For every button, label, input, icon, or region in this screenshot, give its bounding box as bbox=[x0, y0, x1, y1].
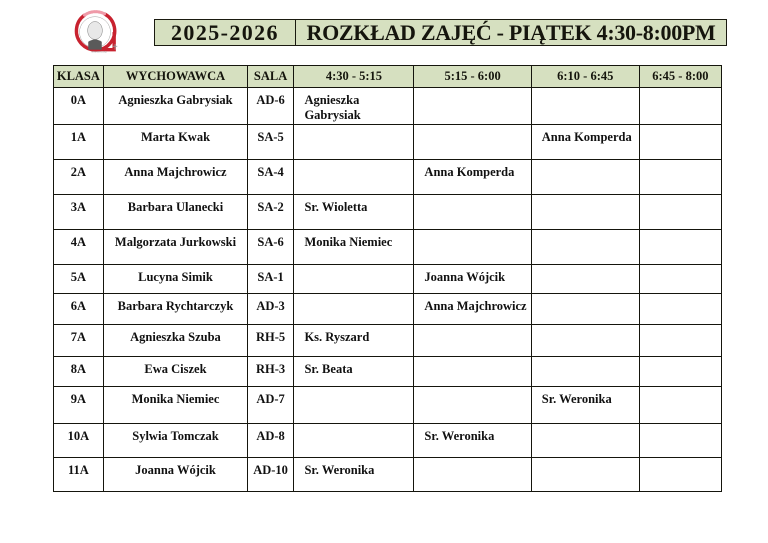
svg-text:www.xxxxx.org: www.xxxxx.org bbox=[92, 50, 108, 53]
